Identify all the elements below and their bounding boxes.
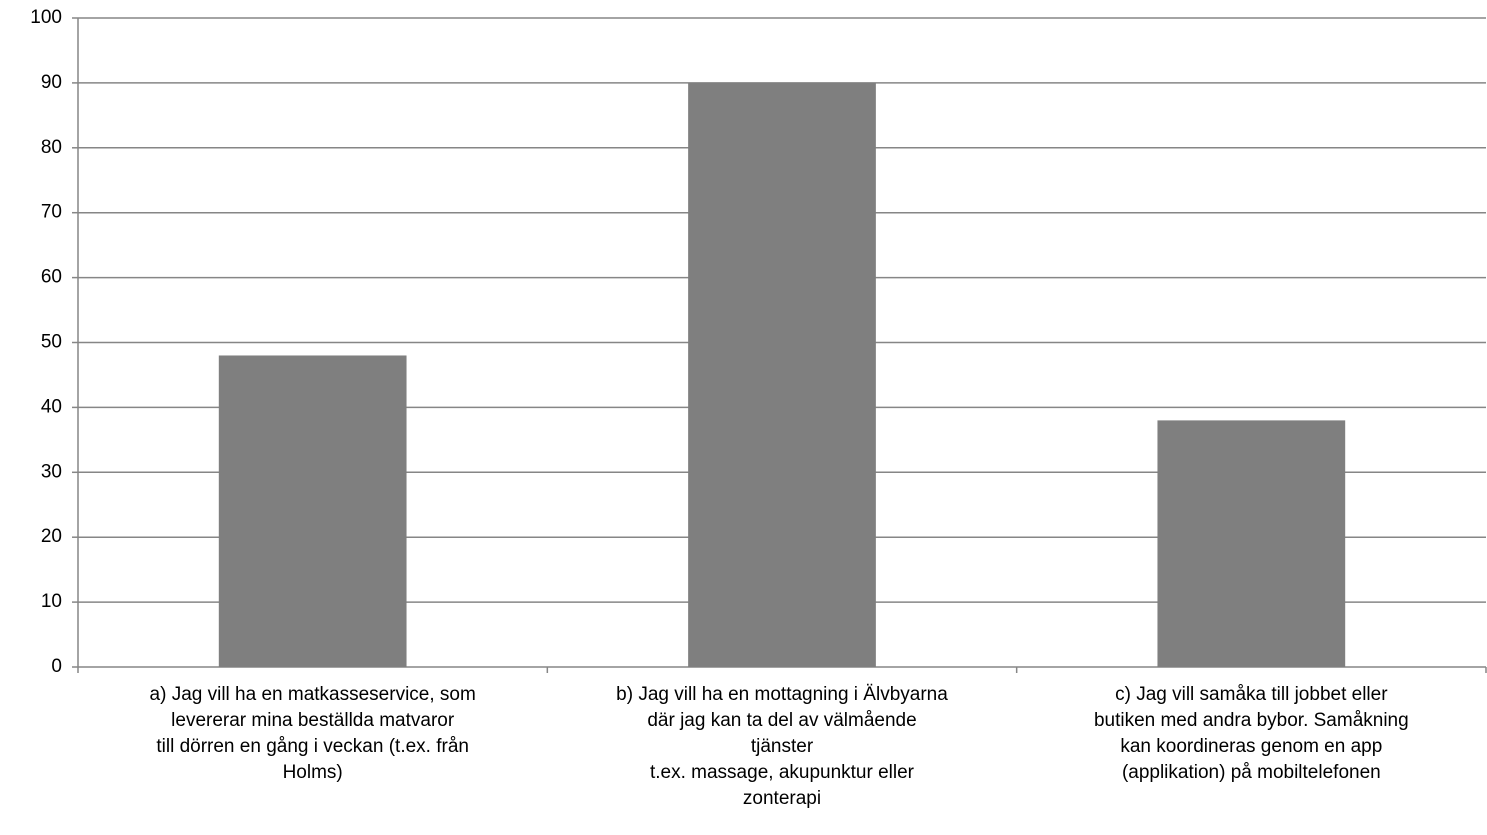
- y-tick-label: 90: [41, 72, 62, 93]
- y-tick-label: 80: [41, 137, 62, 158]
- bar: [218, 355, 407, 667]
- x-tick-label-line: där jag kan ta del av välmående: [647, 710, 916, 731]
- x-tick-label: c) Jag vill samåka till jobbet eller buti…: [1094, 684, 1409, 783]
- y-tick-label: 20: [41, 526, 62, 547]
- x-tick-label-line: c) Jag vill samåka till jobbet eller: [1115, 684, 1388, 705]
- x-tick-label-line: levererar mina beställda matvaror: [171, 710, 455, 731]
- x-tick-label-line: t.ex. massage, akupunktur eller: [650, 762, 915, 783]
- y-tick-label: 50: [41, 332, 62, 353]
- y-tick-label: 100: [30, 7, 62, 28]
- x-tick-label-line: Holms): [283, 762, 343, 783]
- bar: [1157, 420, 1346, 667]
- x-tick-label-line: zonterapi: [743, 788, 821, 809]
- x-tick-label-line: butiken med andra bybor. Samåkning: [1094, 710, 1409, 731]
- x-tick-label-line: b) Jag vill ha en mottagning i Älvbyarna: [616, 684, 948, 705]
- x-tick-label: b) Jag vill ha en mottagning i Älvbyarna…: [616, 684, 948, 809]
- y-tick-label: 30: [41, 461, 62, 482]
- x-tick-label-line: a) Jag vill ha en matkasseservice, som: [150, 684, 476, 705]
- y-tick-label: 0: [51, 656, 62, 677]
- x-tick-label-line: (applikation) på mobiltelefonen: [1122, 762, 1381, 783]
- y-tick-label: 60: [41, 267, 62, 288]
- bar: [688, 82, 876, 667]
- x-tick-label-line: kan koordineras genom en app: [1120, 736, 1382, 757]
- x-tick-label-line: till dörren en gång i veckan (t.ex. från: [156, 736, 469, 757]
- x-tick-label: a) Jag vill ha en matkasseservice, som le…: [150, 684, 476, 783]
- y-tick-label: 40: [41, 396, 62, 417]
- y-tick-label: 10: [41, 591, 62, 612]
- x-tick-label-line: tjänster: [751, 736, 814, 757]
- y-tick-label: 70: [41, 202, 62, 223]
